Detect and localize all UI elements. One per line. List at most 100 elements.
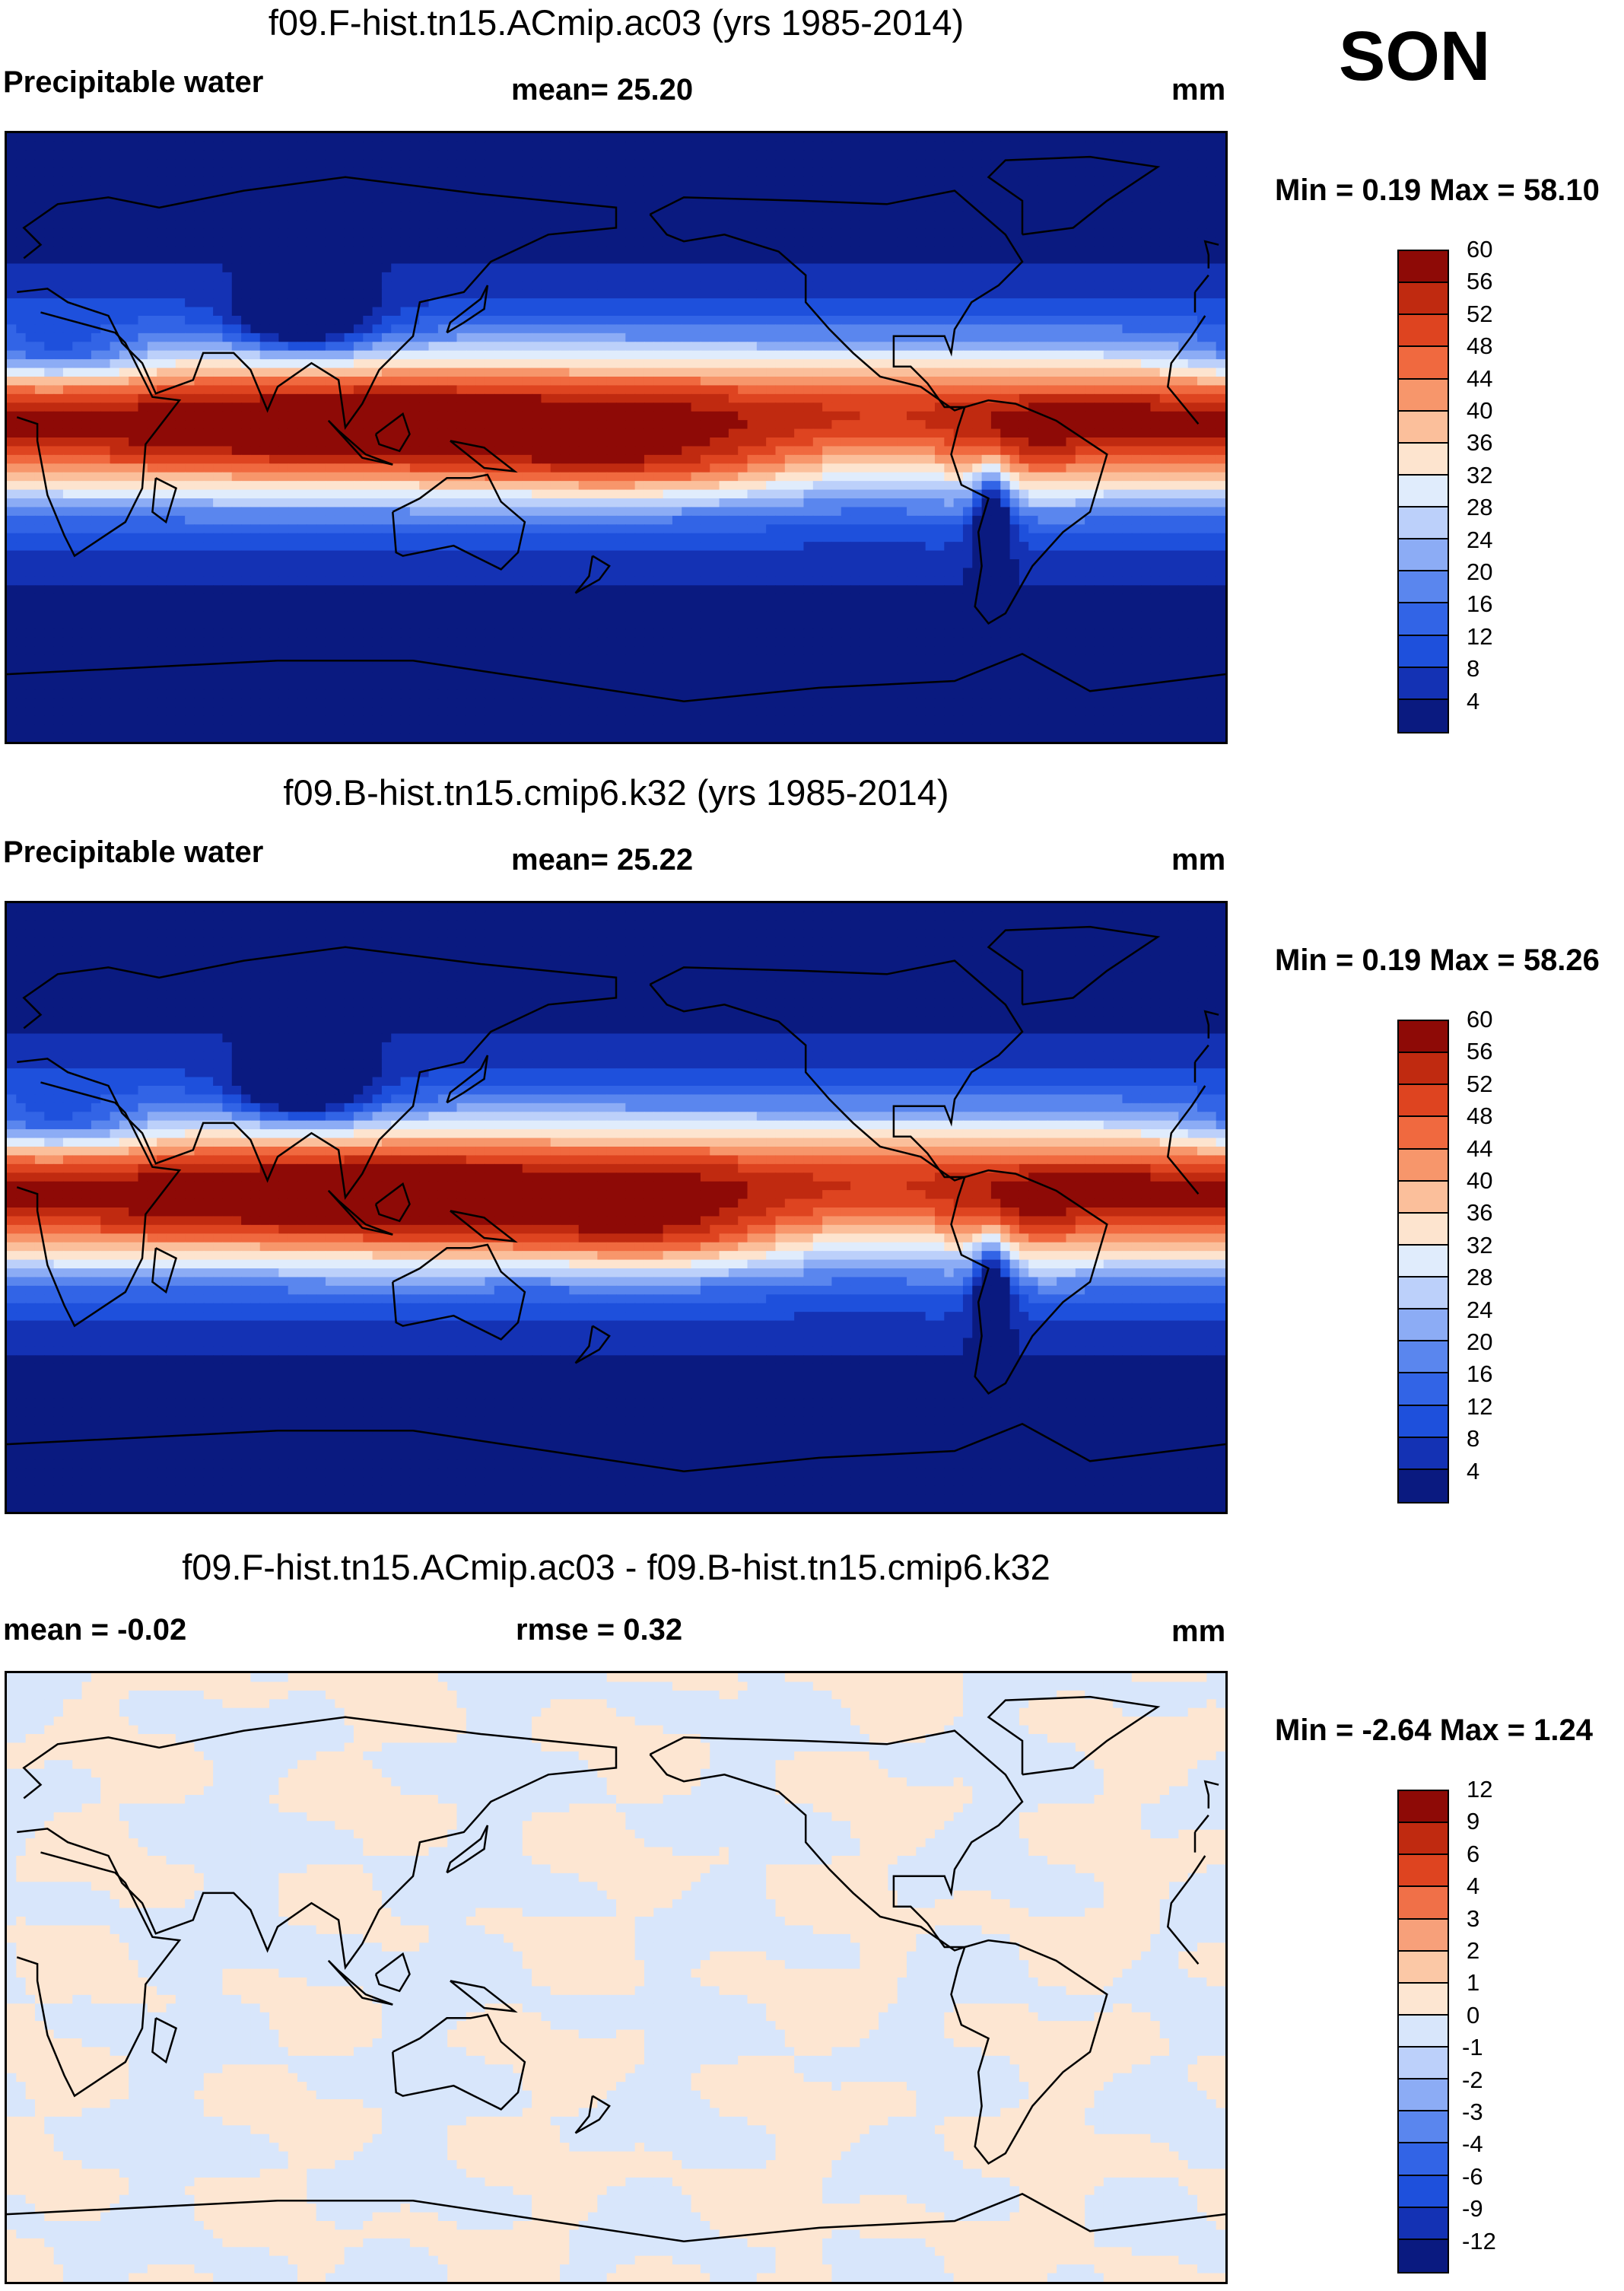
map-cell [456,177,467,186]
map-cell [756,185,767,195]
map-cell [62,368,73,377]
map-cell [663,272,673,282]
map-cell [100,185,111,195]
map-cell [672,272,682,282]
map-cell [494,142,504,151]
map-cell [710,202,720,212]
map-cell [766,133,777,143]
map-cell [822,359,833,369]
map-cell [860,454,870,464]
map-cell [1206,194,1217,204]
map-cell [288,403,298,412]
map-cell [7,289,17,299]
map-cell [560,167,570,177]
map-cell [250,194,261,204]
map-cell [110,403,120,412]
map-cell [437,142,448,151]
map-cell [879,359,888,369]
map-cell [560,342,570,352]
map-cell [428,298,439,308]
map-cell [728,185,739,195]
map-cell [934,298,945,308]
map-cell [625,289,636,299]
map-cell [166,272,176,282]
map-cell [203,342,214,352]
map-cell [91,316,101,326]
map-cell [62,133,73,143]
map-cell [522,333,532,342]
map-cell [953,211,964,221]
map-cell [372,393,383,403]
map-cell [194,428,205,438]
map-cell [1197,324,1207,334]
map-cell [1057,307,1067,317]
map-cell [597,446,608,456]
map-cell [100,237,111,247]
map-cell [1075,211,1085,221]
map-cell [897,428,907,438]
map-cell [44,272,55,282]
map-cell [822,403,833,412]
map-cell [1216,368,1225,377]
map-cell [447,333,458,342]
map-cell [560,185,570,195]
map-cell [597,316,608,326]
map-cell [719,324,729,334]
map-cell [419,411,430,421]
map-cell [494,202,504,212]
map-cell [269,177,279,186]
map-cell [409,142,420,151]
map-cell [307,246,317,256]
map-cell [1066,307,1076,317]
map-cell [972,350,983,360]
map-cell [119,428,129,438]
map-cell [25,342,36,352]
map-cell [1103,202,1114,212]
map-cell [953,167,964,177]
map-cell [175,463,186,473]
map-cell [1113,202,1123,212]
map-cell [972,438,983,447]
map-cell [203,403,214,412]
map-cell [456,298,467,308]
map-cell [944,411,955,421]
map-cell [794,307,805,317]
map-cell [841,150,851,160]
map-cell [616,133,626,143]
map-cell [879,159,888,169]
map-cell [391,246,402,256]
map-cell [316,142,326,151]
map-cell [475,246,486,256]
map-cell [682,393,692,403]
map-cell [456,368,467,377]
map-cell [297,411,307,421]
map-cell [175,411,186,421]
map-cell [766,255,777,265]
map-cell [363,272,373,282]
map-cell [278,185,289,195]
map-cell [1094,237,1104,247]
map-cell [325,228,335,238]
map-cell [569,177,580,186]
map-cell [344,202,354,212]
map-cell [1131,289,1142,299]
map-cell [278,202,289,212]
map-cell [1216,428,1225,438]
map-cell [513,350,523,360]
map-cell [719,385,729,395]
map-cell [822,263,833,273]
map-cell [578,446,589,456]
map-cell [1187,255,1198,265]
map-cell [437,411,448,421]
map-cell [1057,359,1067,369]
map-cell [944,307,955,317]
map-cell [81,377,92,387]
map-cell [756,237,767,247]
map-cell [250,333,261,342]
map-cell [203,272,214,282]
map-cell [1216,307,1225,317]
map-cell [16,202,27,212]
map-cell [185,298,195,308]
map-cell [841,368,851,377]
map-cell [653,185,664,195]
